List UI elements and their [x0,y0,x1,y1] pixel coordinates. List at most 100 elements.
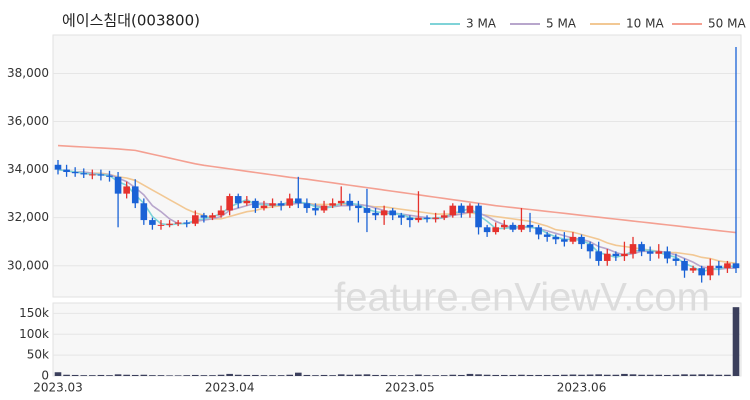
candle-body [492,227,499,233]
volume-bar [732,307,740,376]
candle-body [483,227,491,233]
candle-body [131,186,139,204]
candle-body [698,268,705,276]
volume-bar [192,374,199,376]
candle-body [372,212,379,216]
candle-body [209,215,216,218]
volume-bar [621,373,628,376]
candle-body [312,208,319,211]
legend-label: 50 MA [708,17,746,31]
candle-body [157,224,165,226]
volume-bar [174,375,182,376]
volume-bar [80,375,88,376]
volume-bar [303,374,311,376]
candle-body [174,222,182,224]
ma-line [57,144,737,234]
candle-body [346,200,354,206]
volume-bar [440,375,448,376]
y-tick-label: 32,000 [7,210,49,224]
volume-bar [166,375,173,376]
volume-bar [363,374,371,376]
volume-bar [380,374,388,376]
candle-body [612,253,620,257]
candle-body [380,210,388,216]
volume-bar [286,374,294,376]
price-panel [52,34,742,298]
volume-bar [526,374,534,376]
chart-title: 에이스침대(003800) [62,12,200,30]
volume-bar [603,374,611,376]
volume-bar [552,374,560,376]
candle-body [286,198,294,206]
candle-body [440,215,448,218]
volume-bar [355,374,362,376]
candle-body [578,236,585,245]
candle-body [397,215,405,218]
candle-body [664,251,671,259]
candle-body [243,200,251,204]
volume-bar [706,374,714,376]
volume-bar [698,374,705,376]
volume-bar [63,374,70,376]
candle-body [638,244,645,252]
volume-bar [260,375,268,376]
volume-bar [586,374,594,376]
x-tick-label: 2023.03 [33,381,83,395]
volume-bar [449,374,457,376]
candle-body [535,227,542,235]
y-tick-label: 38,000 [7,66,49,80]
volume-bar [114,374,122,376]
y-tick-label: 30,000 [7,258,49,272]
volume-bar [715,374,723,376]
candle-body [149,220,156,225]
volume-bar [612,374,620,376]
volume-bar [269,375,276,376]
candle-body [63,169,70,173]
candle-body [646,251,654,254]
candle-body [423,217,431,219]
candle-body [192,215,199,224]
volume-bar [406,375,414,376]
volume-bar [97,374,105,376]
candle-body [89,174,96,176]
candle-body [681,260,688,271]
volume-bar [131,374,139,376]
volume-bar [106,375,113,376]
candle-body [252,200,259,209]
volume-bar [209,375,216,376]
candle-body [706,265,714,276]
volume-bar [569,374,577,376]
volume-bar [234,374,242,376]
y-tick-label: 150k [19,306,49,320]
candle-body [500,224,508,228]
candle-body [260,205,268,209]
volume-bar [543,374,551,376]
candle-body [569,236,577,242]
candle-body [672,258,680,261]
candle-body [466,205,474,213]
volume-bar [724,374,731,376]
candle-body [71,172,79,174]
candle-body [526,224,534,228]
candle-body [689,268,697,271]
candle-body [363,208,371,213]
legend-label: 10 MA [626,17,664,31]
volume-bar [372,374,379,376]
x-tick-label: 2023.06 [557,381,607,395]
candle-body [655,251,663,254]
legend-label: 3 MA [466,17,497,31]
volume-bar [123,374,130,376]
candle-body [140,203,148,221]
volume-bar [466,373,474,376]
candle-body [200,215,208,218]
volume-bar [397,375,405,376]
volume-bar [217,374,225,376]
volume-bar [183,375,191,376]
volume-bar [664,374,671,376]
legend-label: 5 MA [546,17,577,31]
candle-body [389,210,397,216]
volume-bar [500,374,508,376]
volume-bar [226,373,233,376]
ma-line [57,168,737,265]
y-tick-label: 100k [19,327,49,341]
